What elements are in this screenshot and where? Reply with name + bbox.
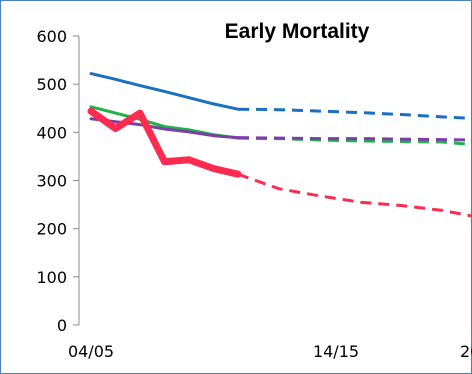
y-tick-label: 600	[36, 27, 67, 46]
chart-axes	[73, 35, 80, 326]
chart-labels: 0 100 200 300 400 500 600 04/05 14/15 20/21 Early …	[36, 20, 472, 361]
series-projected-line-3	[237, 136, 472, 142]
series-actual-line-4	[87, 107, 242, 178]
y-tick-label: 400	[36, 123, 67, 142]
series-projected-line-1	[237, 107, 472, 120]
y-tick-label: 100	[36, 268, 67, 287]
y-tick-label: 200	[36, 220, 67, 239]
y-tick-label: 0	[57, 316, 67, 335]
x-tick-label: 14/15	[313, 342, 359, 361]
series-layer	[87, 72, 472, 218]
chart-title: Early Mortality	[225, 20, 370, 43]
series-actual-line-3	[89, 117, 240, 140]
x-tick-label: 20/21	[460, 342, 472, 361]
x-tick-label: 04/05	[68, 342, 114, 361]
y-tick-label: 500	[36, 75, 67, 94]
series-actual-line-1	[89, 72, 240, 111]
y-tick-label: 300	[36, 172, 67, 191]
series-projected-line-4	[237, 172, 472, 218]
